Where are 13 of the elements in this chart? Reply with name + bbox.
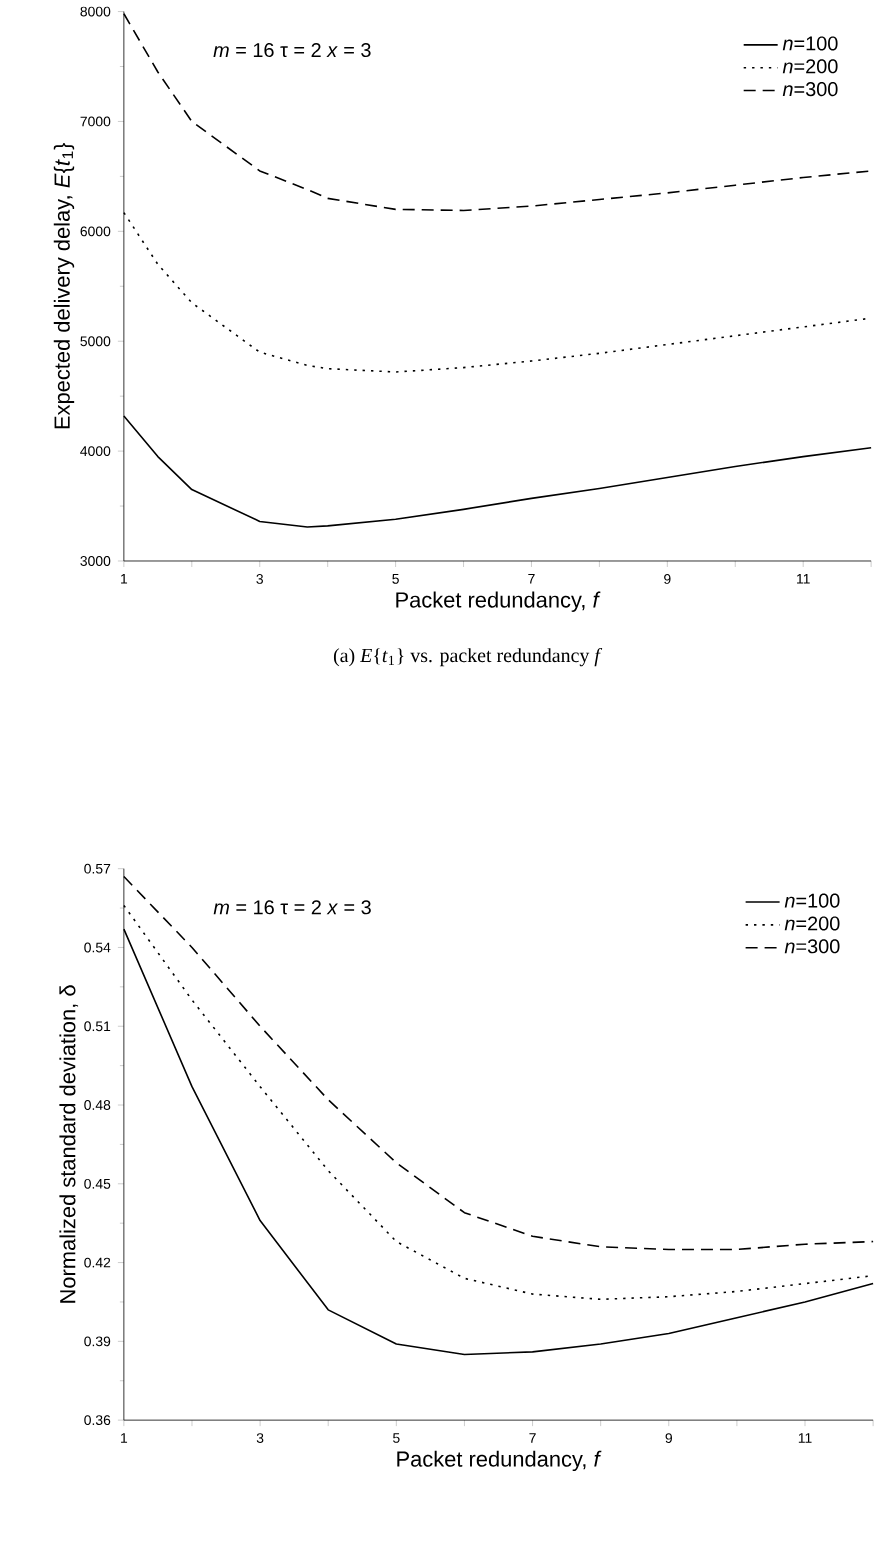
x-axis-title: Packet redundancy, f: [397, 1450, 602, 1472]
legend-label: n=300: [783, 82, 839, 97]
legend-label: n=200: [783, 59, 839, 74]
legend-label: n=200: [785, 916, 840, 931]
x-axis-title: Packet redundancy, f: [396, 591, 601, 612]
annotation: m = 16 τ = 2 x = 3: [213, 42, 372, 58]
legend-label: n=100: [783, 36, 839, 51]
legend-label: n=100: [785, 893, 840, 908]
text: (a) E{t$_{1}$} vs. packet redundancy f: [334, 647, 603, 667]
y-axis-title: Normalized standard deviation, δ: [59, 985, 79, 1303]
annotation: m = 16 τ = 2 x = 3: [214, 900, 372, 915]
legend-label: n=300: [785, 939, 840, 954]
y-axis-title: Expected delivery delay, E{t$_{1}$}: [54, 142, 75, 429]
